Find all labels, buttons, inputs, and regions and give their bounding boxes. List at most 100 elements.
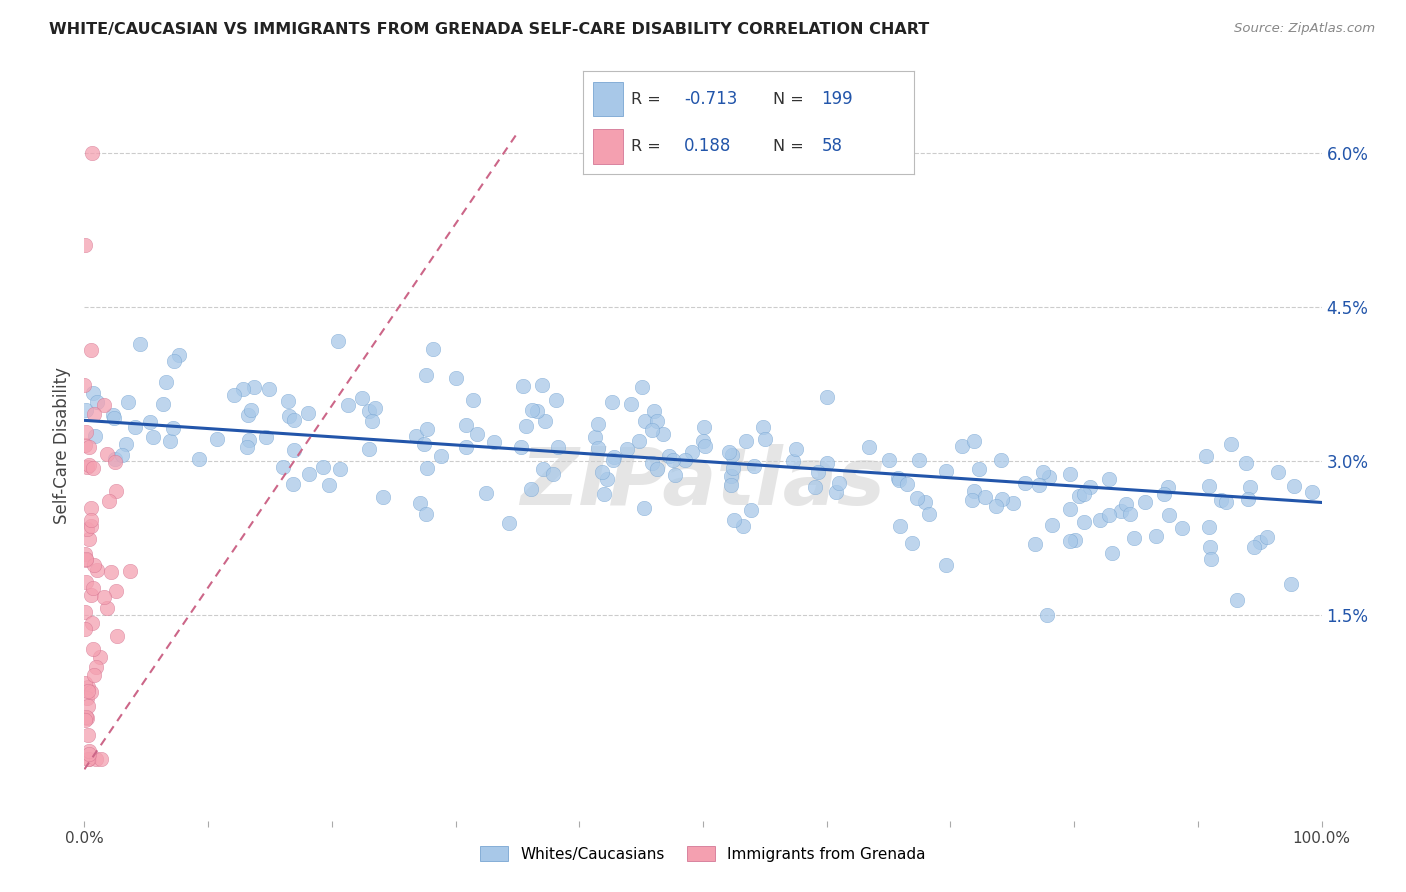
Point [515, 418, 537, 433]
Point [1109, 504, 1132, 518]
Point [90, 752, 112, 766]
Point [1198, 478, 1220, 492]
Point [969, 462, 991, 476]
Point [77, 458, 100, 472]
Point [1199, 551, 1222, 566]
Point [742, 459, 765, 474]
Point [430, 449, 453, 463]
Text: -0.713: -0.713 [685, 90, 738, 108]
Point [364, 401, 387, 415]
Point [103, 410, 125, 425]
Point [80, 146, 103, 161]
Point [86, 394, 108, 409]
Point [1073, 515, 1095, 529]
Point [950, 439, 973, 453]
Point [1171, 521, 1194, 535]
Point [75, 425, 97, 440]
Point [238, 433, 260, 447]
Point [75, 553, 97, 567]
Point [128, 336, 150, 351]
Point [1123, 531, 1146, 545]
Point [1067, 489, 1090, 503]
Text: R =: R = [631, 139, 666, 153]
Point [118, 564, 141, 578]
Point [361, 414, 384, 428]
Point [720, 478, 742, 492]
Point [235, 440, 257, 454]
Point [162, 421, 184, 435]
Point [155, 376, 177, 390]
Point [350, 391, 373, 405]
Point [1040, 518, 1063, 533]
Point [974, 490, 997, 504]
Point [1032, 465, 1054, 479]
Point [93, 590, 115, 604]
Point [889, 474, 911, 488]
Point [84, 752, 107, 766]
Point [631, 380, 654, 394]
Point [695, 439, 717, 453]
Point [1078, 480, 1101, 494]
Point [591, 465, 613, 479]
Legend: Whites/Caucasians, Immigrants from Grenada: Whites/Caucasians, Immigrants from Grena… [472, 838, 934, 869]
Point [124, 420, 146, 434]
Point [75, 547, 97, 561]
Point [547, 440, 569, 454]
Point [82, 460, 104, 475]
Point [914, 494, 936, 508]
Point [456, 440, 478, 454]
Point [583, 430, 606, 444]
Text: 199: 199 [821, 90, 853, 108]
Point [627, 434, 650, 448]
Point [84, 659, 107, 673]
Point [278, 409, 301, 423]
Point [593, 487, 616, 501]
Point [1209, 492, 1232, 507]
Point [1157, 508, 1180, 522]
Point [827, 476, 849, 491]
Point [633, 501, 655, 516]
Point [901, 535, 924, 549]
Point [77, 680, 100, 694]
Point [1284, 479, 1306, 493]
Point [415, 368, 437, 383]
Point [222, 388, 245, 402]
Point [83, 407, 105, 421]
Point [415, 460, 437, 475]
Bar [593, 128, 623, 163]
Point [991, 491, 1014, 506]
Point [1014, 476, 1036, 491]
Point [82, 386, 104, 401]
Point [1267, 465, 1289, 479]
Point [1063, 533, 1085, 548]
Point [79, 532, 101, 546]
Point [82, 581, 104, 595]
Point [602, 453, 624, 467]
Point [1114, 497, 1136, 511]
Point [89, 650, 111, 665]
Point [1119, 507, 1142, 521]
Point [520, 402, 543, 417]
Point [162, 354, 184, 368]
Point [498, 516, 520, 531]
Point [1024, 537, 1046, 551]
Point [83, 668, 105, 682]
Point [541, 467, 564, 481]
Point [484, 434, 506, 449]
Point [465, 427, 488, 442]
Point [1157, 480, 1180, 494]
Point [1198, 540, 1220, 554]
Point [908, 453, 931, 467]
Point [474, 486, 496, 500]
Point [83, 428, 105, 442]
Point [1133, 495, 1156, 509]
Point [1301, 484, 1323, 499]
Point [318, 478, 340, 492]
Point [935, 464, 957, 478]
Point [1234, 456, 1257, 470]
Point [986, 499, 1008, 513]
Point [283, 413, 305, 427]
Point [596, 472, 619, 486]
Point [510, 440, 533, 454]
Point [647, 414, 669, 428]
